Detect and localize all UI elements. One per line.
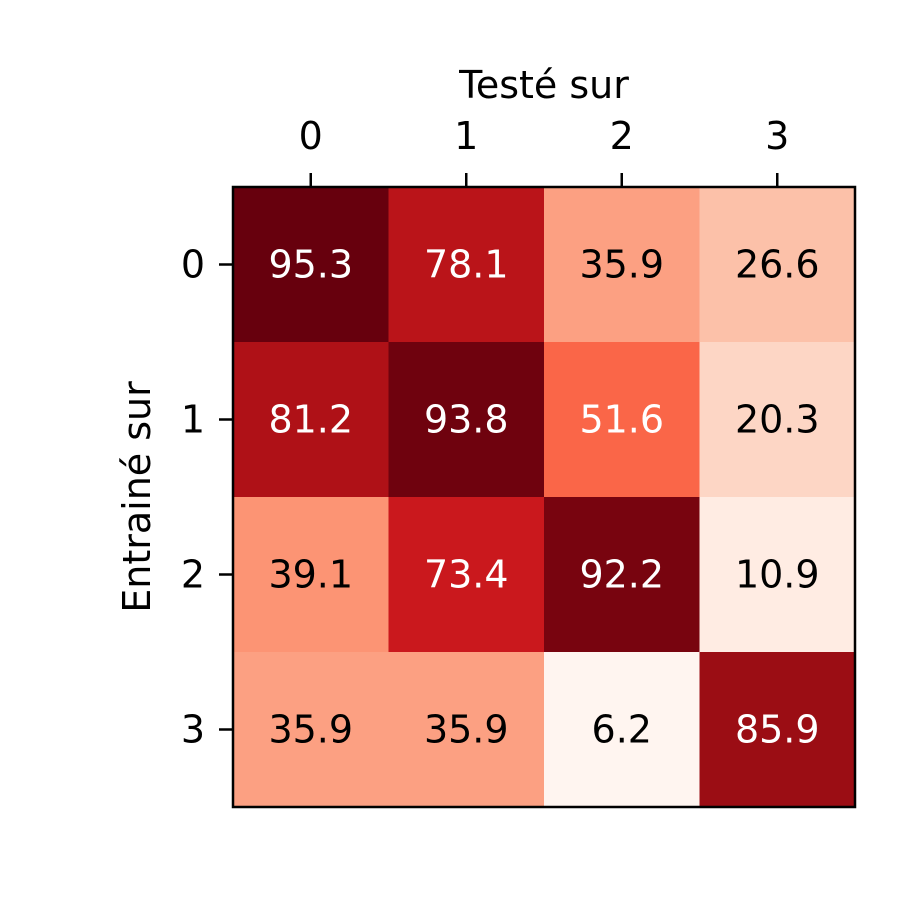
heatmap-cell-r3-c1	[388, 652, 545, 808]
heatmap-cells: 95.3 78.1 35.9 26.6 81.2 93.8 51.6 20.3 39.1 73.4…	[233, 187, 856, 808]
heatmap-cell-r0-c2	[544, 187, 700, 343]
heatmap-cell-r2-c1	[388, 497, 545, 653]
cell-value-label-r0-c3: 26.6	[735, 243, 820, 287]
y-tick-label-2: 2	[181, 553, 205, 597]
y-tick-label-0: 0	[181, 243, 205, 287]
axis-ticks: 0 1 2 3 0 1 2 3	[181, 114, 790, 752]
x-tick-label-3: 3	[765, 114, 789, 158]
cell-value-label-r3-c3: 85.9	[735, 708, 820, 752]
heatmap-cell-r1-c3	[699, 342, 856, 498]
heatmap-cell-r1-c0	[233, 342, 389, 498]
heatmap-cell-r2-c3	[699, 497, 856, 653]
cell-value-label-r0-c1: 78.1	[424, 243, 509, 287]
cell-value-label-r1-c0: 81.2	[268, 398, 353, 442]
heatmap-cell-r3-c3	[699, 652, 856, 808]
heatmap-cell-r1-c2	[544, 342, 700, 498]
heatmap-cell-r0-c3	[699, 187, 856, 343]
cell-value-label-r1-c2: 51.6	[579, 398, 664, 442]
cell-value-label-r3-c1: 35.9	[424, 708, 509, 752]
x-tick-label-2: 2	[610, 114, 634, 158]
heatmap-cell-r0-c1	[388, 187, 545, 343]
cell-value-label-r2-c0: 39.1	[268, 553, 353, 597]
cell-value-label-r0-c0: 95.3	[268, 243, 353, 287]
cell-value-label-r2-c3: 10.9	[735, 553, 820, 597]
plot-frame	[231, 185, 857, 809]
x-tick-label-0: 0	[299, 114, 323, 158]
heatmap-cell-r2-c2	[544, 497, 700, 653]
heatmap-cell-r1-c1	[388, 342, 545, 498]
cell-value-label-r1-c3: 20.3	[735, 398, 820, 442]
cell-value-label-r1-c1: 93.8	[424, 398, 509, 442]
heatmap-cell-r0-c0	[233, 187, 389, 343]
cell-value-label-r2-c1: 73.4	[424, 553, 509, 597]
cell-value-label-r2-c2: 92.2	[579, 553, 664, 597]
x-tick-label-1: 1	[454, 114, 478, 158]
x-axis-title: Testé sur	[458, 63, 629, 107]
cell-value-label-r0-c2: 35.9	[579, 243, 664, 287]
cell-value-label-r3-c0: 35.9	[268, 708, 353, 752]
y-tick-label-3: 3	[181, 708, 205, 752]
heatmap-cell-r2-c0	[233, 497, 389, 653]
heatmap-cell-r3-c2	[544, 652, 700, 808]
cell-value-label-r3-c2: 6.2	[592, 708, 652, 752]
heatmap-cell-r3-c0	[233, 652, 389, 808]
y-tick-label-1: 1	[181, 398, 205, 442]
y-axis-title: Entrainé sur	[115, 381, 159, 613]
